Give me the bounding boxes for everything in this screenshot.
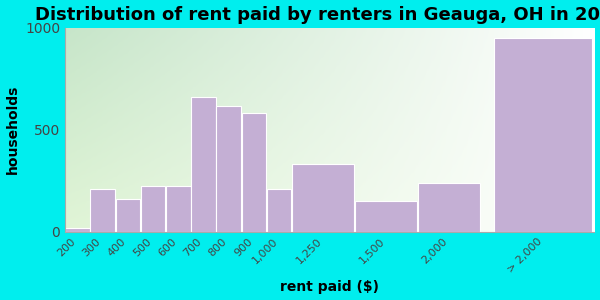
- Bar: [267, 189, 292, 232]
- Bar: [292, 164, 354, 232]
- Bar: [418, 183, 480, 232]
- Bar: [242, 113, 266, 232]
- Y-axis label: households: households: [5, 85, 20, 174]
- Title: Distribution of rent paid by renters in Geauga, OH in 2021: Distribution of rent paid by renters in …: [35, 6, 600, 24]
- Bar: [141, 186, 166, 232]
- Bar: [355, 201, 417, 232]
- Bar: [116, 199, 140, 232]
- Bar: [65, 227, 90, 232]
- X-axis label: rent paid ($): rent paid ($): [280, 280, 379, 294]
- Bar: [494, 38, 592, 232]
- Bar: [217, 106, 241, 232]
- Bar: [191, 97, 216, 232]
- Bar: [91, 189, 115, 232]
- Bar: [166, 186, 191, 232]
